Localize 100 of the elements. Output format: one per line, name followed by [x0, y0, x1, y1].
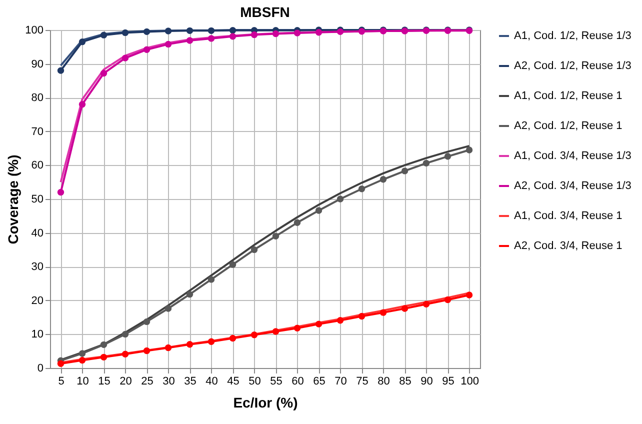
y-tick-label: 90 [31, 58, 44, 70]
x-tick-label: 85 [399, 376, 412, 388]
y-axis-title: Coverage (%) [5, 154, 22, 244]
point [78, 38, 86, 46]
point [164, 344, 172, 352]
point [294, 324, 301, 332]
x-tick-label: 100 [460, 376, 479, 388]
point [315, 207, 322, 214]
point [122, 54, 129, 62]
point [122, 330, 129, 338]
x-tick-label: 45 [227, 376, 240, 388]
point [122, 29, 129, 36]
point [57, 67, 64, 74]
point [164, 40, 172, 48]
x-tick-label: 75 [356, 376, 368, 388]
point [186, 340, 194, 348]
x-tick-label: 5 [58, 376, 64, 388]
x-tick-label: 95 [442, 376, 454, 388]
point [250, 246, 258, 254]
point [401, 168, 408, 174]
point [208, 35, 215, 42]
x-tick-label: 35 [184, 376, 196, 388]
x-tick-label: 50 [248, 376, 261, 388]
point [444, 296, 452, 304]
point [143, 347, 150, 354]
point [164, 305, 172, 312]
point [100, 341, 108, 348]
point [229, 261, 236, 268]
point [143, 318, 150, 326]
x-tick-label: 15 [98, 376, 110, 388]
point [78, 101, 86, 108]
point [186, 290, 194, 298]
point [272, 30, 280, 38]
point [229, 33, 236, 40]
y-tick-label: 10 [31, 328, 44, 341]
legend-label: A2, Cod. 1/2, Reuse 1/3 [514, 60, 632, 72]
point [100, 70, 108, 77]
point [272, 232, 280, 240]
point [315, 320, 322, 328]
point [358, 312, 366, 320]
x-tick-label: 20 [120, 376, 132, 388]
point [229, 334, 236, 342]
y-tick-label: 70 [31, 126, 44, 138]
point [444, 153, 452, 160]
legend-label: A2, Cod. 3/4, Reuse 1/3 [514, 180, 632, 192]
point [78, 356, 86, 364]
y-tick-label: 50 [31, 194, 44, 206]
point [164, 28, 172, 34]
point [57, 360, 64, 367]
x-tick-label: 10 [76, 376, 89, 388]
y-tick-label: 30 [31, 261, 44, 274]
point [186, 37, 194, 44]
point [78, 350, 86, 357]
y-tick-label: 60 [31, 160, 44, 172]
legend-label: A1, Cod. 3/4, Reuse 1 [514, 210, 622, 222]
chart-title: MBSFN [240, 4, 290, 20]
legend-label: A1, Cod. 3/4, Reuse 1/3 [514, 150, 632, 162]
x-tick-label: 30 [162, 376, 175, 388]
x-axis-title: Ec/Ior (%) [233, 394, 298, 410]
point [143, 28, 150, 36]
point [380, 176, 387, 183]
point [401, 305, 408, 312]
point [122, 350, 129, 358]
point [57, 188, 64, 196]
point [143, 46, 150, 53]
point [186, 27, 194, 34]
x-tick-label: 65 [313, 376, 326, 388]
point [422, 160, 430, 167]
legend-label: A1, Cod. 1/2, Reuse 1/3 [514, 30, 632, 42]
x-tick-label: 40 [206, 376, 218, 388]
point [336, 196, 344, 202]
y-tick-label: 100 [25, 24, 44, 36]
point [466, 292, 473, 298]
point [466, 146, 473, 154]
point [250, 31, 258, 38]
x-tick-label: 90 [420, 376, 433, 388]
x-tick-label: 25 [141, 376, 154, 388]
point [208, 27, 215, 34]
point [208, 276, 215, 283]
point [250, 332, 258, 338]
x-tick-label: 60 [292, 376, 304, 388]
point [294, 30, 301, 36]
point [358, 186, 366, 192]
x-tick-label: 80 [378, 376, 390, 388]
x-tick-label: 55 [270, 376, 282, 388]
legend-label: A1, Cod. 1/2, Reuse 1 [514, 90, 622, 102]
point [100, 32, 108, 38]
point [336, 316, 344, 324]
point [294, 219, 301, 226]
y-tick-label: 0 [37, 362, 44, 374]
legend-label: A2, Cod. 3/4, Reuse 1 [514, 240, 622, 252]
y-tick-label: 20 [31, 294, 44, 307]
point [315, 29, 322, 36]
point [422, 300, 430, 308]
y-tick-label: 40 [31, 227, 44, 240]
point [100, 354, 108, 361]
point [272, 328, 280, 335]
x-tick-label: 70 [334, 376, 347, 388]
point [229, 26, 236, 34]
point [380, 309, 387, 316]
